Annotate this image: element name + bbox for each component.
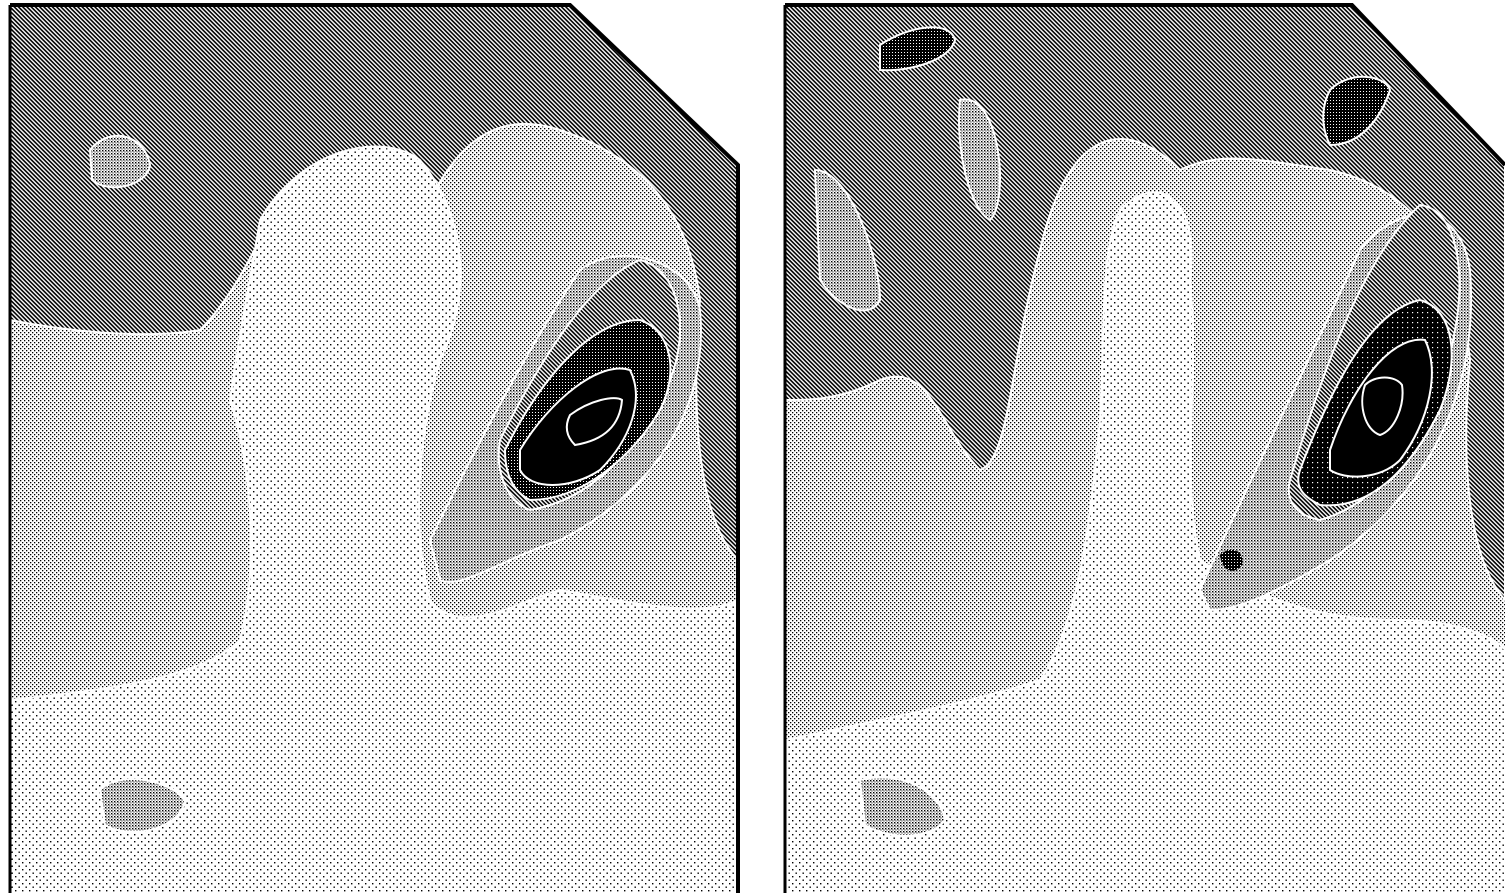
left-border xyxy=(10,2,740,893)
right-border xyxy=(785,2,1505,167)
left-map xyxy=(10,5,738,893)
right-map xyxy=(785,5,1505,893)
